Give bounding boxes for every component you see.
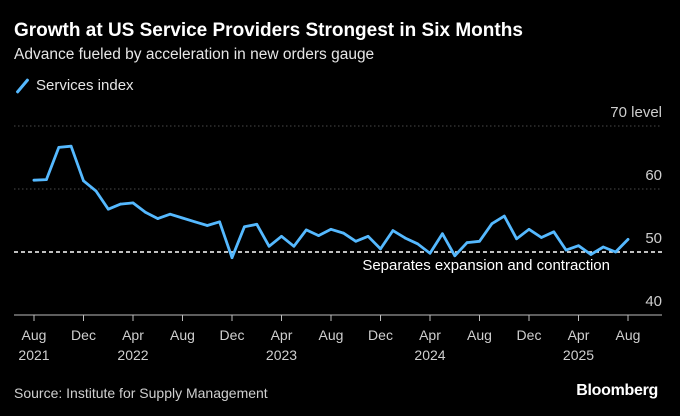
data-point — [255, 223, 259, 226]
data-point — [144, 211, 147, 214]
data-point — [577, 244, 580, 247]
x-tick-label: Apr — [122, 327, 144, 343]
data-point — [441, 232, 444, 235]
data-point — [552, 230, 556, 234]
x-tick-label: Aug — [22, 327, 47, 343]
data-point — [156, 217, 160, 220]
data-point — [478, 240, 481, 243]
data-point — [57, 146, 61, 149]
data-point — [391, 229, 395, 232]
data-point — [45, 178, 48, 181]
data-point — [416, 242, 419, 246]
data-point — [168, 212, 172, 216]
data-point — [342, 231, 345, 235]
data-point — [292, 245, 296, 248]
y-tick-label: 70 level — [610, 104, 662, 121]
data-point — [119, 202, 122, 206]
data-point — [589, 253, 593, 256]
x-tick-year-label: 2025 — [563, 347, 594, 363]
data-point — [626, 238, 630, 241]
x-tick-label: Apr — [568, 327, 590, 343]
data-point — [69, 144, 73, 148]
reference-line-label: Separates expansion and contraction — [362, 257, 610, 274]
data-point — [404, 236, 407, 240]
chart-subtitle: Advance fueled by acceleration in new or… — [14, 46, 375, 63]
data-point — [107, 207, 110, 211]
x-tick-label: Dec — [368, 327, 393, 343]
x-tick-label: Aug — [467, 327, 492, 343]
data-point — [490, 222, 494, 225]
y-tick-label: 40 — [645, 293, 662, 310]
x-tick-label: Aug — [616, 327, 641, 343]
data-point — [602, 245, 605, 249]
x-tick-year-label: 2023 — [266, 347, 297, 363]
data-point — [243, 225, 246, 229]
y-tick-label: 50 — [645, 230, 662, 247]
data-point — [32, 178, 36, 182]
data-point — [428, 252, 432, 255]
data-point — [366, 235, 370, 238]
brand-logo-text: Bloomberg — [576, 382, 658, 399]
x-tick-label: Aug — [170, 327, 195, 343]
data-point — [267, 245, 271, 248]
data-point — [82, 179, 85, 183]
services-index-line — [32, 144, 630, 260]
data-point — [206, 224, 209, 227]
data-point — [94, 189, 98, 193]
data-point — [230, 256, 234, 260]
data-point — [503, 214, 506, 218]
data-point — [354, 240, 358, 243]
x-tick-year-label: 2021 — [18, 347, 49, 363]
data-point — [453, 254, 457, 258]
data-point — [564, 248, 568, 252]
x-tick-label: Aug — [319, 327, 344, 343]
data-point — [527, 228, 531, 231]
x-tick-label: Dec — [517, 327, 542, 343]
data-point — [465, 241, 469, 244]
x-tick-label: Dec — [220, 327, 245, 343]
y-tick-label: 60 — [645, 167, 662, 184]
data-point — [131, 201, 135, 205]
x-tick-label: Apr — [419, 327, 441, 343]
data-point — [218, 220, 221, 224]
chart-title: Growth at US Service Providers Strongest… — [14, 20, 523, 41]
data-point — [280, 235, 283, 238]
data-point — [329, 228, 333, 231]
x-tick-label: Dec — [71, 327, 96, 343]
data-point — [614, 250, 617, 254]
legend-label: Services index — [36, 77, 134, 94]
data-point — [305, 228, 308, 232]
data-point — [540, 236, 543, 239]
source-note: Source: Institute for Supply Management — [14, 385, 268, 401]
x-tick-year-label: 2024 — [414, 347, 445, 363]
data-point — [193, 220, 197, 224]
data-point — [317, 234, 320, 237]
data-point — [515, 237, 518, 241]
x-tick-year-label: 2022 — [117, 347, 148, 363]
line-chart: 70 level 60 50 40 Separates expansion and co… — [14, 104, 662, 363]
legend: Services index — [14, 77, 134, 94]
data-point — [379, 247, 382, 251]
data-point — [181, 216, 184, 220]
x-tick-label: Apr — [271, 327, 293, 343]
